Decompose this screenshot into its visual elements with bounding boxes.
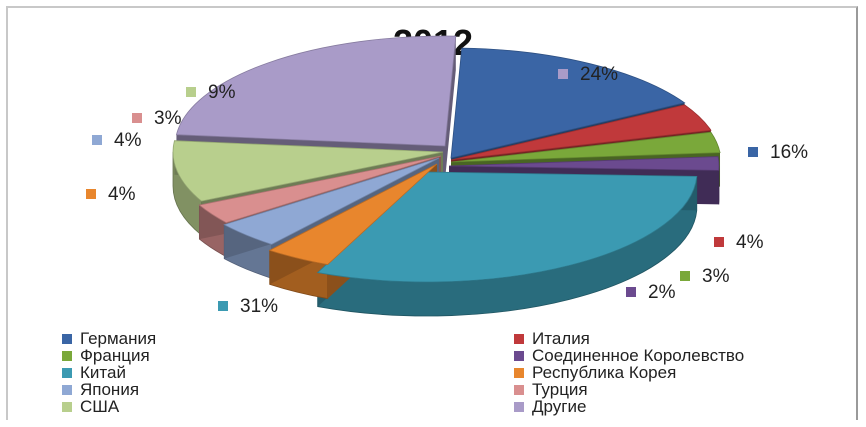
legend-swatch <box>514 402 524 412</box>
data-label-marker-2 <box>680 271 690 281</box>
data-label-marker-0 <box>748 147 758 157</box>
legend-swatch <box>514 385 524 395</box>
legend-label: США <box>80 397 119 417</box>
data-label-marker-4 <box>218 301 228 311</box>
data-label-marker-1 <box>714 237 724 247</box>
legend-swatch <box>514 368 524 378</box>
data-label-4: 31% <box>240 296 278 317</box>
data-label-marker-7 <box>132 113 142 123</box>
data-label-marker-5 <box>86 189 96 199</box>
legend-swatch <box>62 334 72 344</box>
legend-label: Другие <box>532 397 586 417</box>
legend-swatch <box>514 351 524 361</box>
data-label-marker-9 <box>558 69 568 79</box>
data-label-1: 4% <box>736 232 764 253</box>
data-label-3: 2% <box>648 282 676 303</box>
data-label-0: 16% <box>770 142 808 163</box>
data-label-9: 24% <box>580 64 618 85</box>
data-label-6: 4% <box>114 130 142 151</box>
data-label-5: 4% <box>108 184 136 205</box>
data-label-marker-3 <box>626 287 636 297</box>
data-label-marker-6 <box>92 135 102 145</box>
legend-swatch <box>62 368 72 378</box>
data-label-2: 3% <box>702 266 730 287</box>
legend-swatch <box>62 351 72 361</box>
legend-swatch <box>62 385 72 395</box>
legend-item: Другие <box>514 398 586 416</box>
legend-item: США <box>62 398 119 416</box>
legend-swatch <box>62 402 72 412</box>
legend-swatch <box>514 334 524 344</box>
data-label-8: 9% <box>208 82 236 103</box>
data-label-7: 3% <box>154 108 182 129</box>
data-label-marker-8 <box>186 87 196 97</box>
